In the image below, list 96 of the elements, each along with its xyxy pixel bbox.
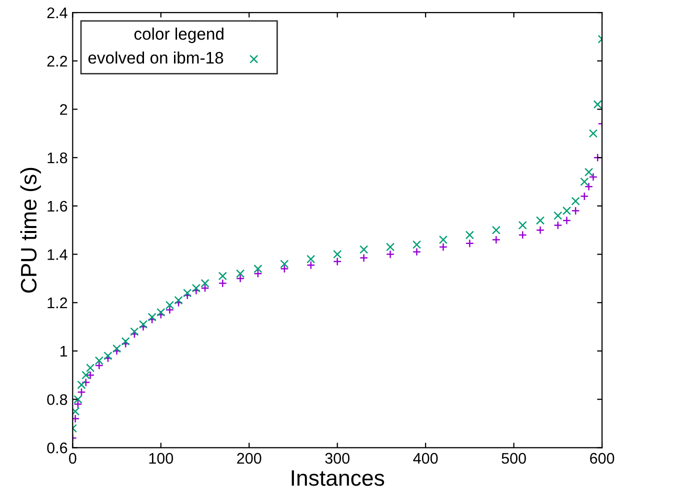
y-tick-label: 1.8	[48, 152, 68, 164]
point	[360, 245, 368, 254]
point	[386, 250, 395, 259]
point	[82, 370, 90, 380]
legend-title: color legend	[134, 28, 224, 44]
point	[562, 216, 572, 225]
x-tick-label: 0	[69, 452, 76, 464]
y-tick-label: 1.6	[48, 200, 68, 212]
x-tick-label: 200	[237, 452, 262, 464]
point	[554, 211, 562, 220]
point	[333, 257, 342, 266]
point	[492, 235, 500, 244]
point	[94, 361, 104, 370]
point	[200, 284, 210, 292]
point	[86, 370, 95, 380]
point	[580, 192, 589, 201]
point	[121, 339, 130, 348]
point	[86, 364, 95, 372]
y-tick-label: 1	[60, 346, 68, 357]
point	[77, 388, 86, 396]
point	[580, 177, 589, 186]
point	[82, 378, 90, 387]
point	[571, 196, 580, 206]
point	[562, 206, 572, 216]
y-tick-label: 1.4	[48, 249, 68, 260]
point	[536, 226, 545, 234]
point	[138, 320, 148, 329]
point	[74, 400, 82, 408]
point	[306, 254, 316, 264]
point	[465, 230, 474, 240]
x-axis-title: Instances	[292, 470, 384, 486]
point	[183, 291, 192, 300]
point	[518, 230, 527, 240]
y-tick-label: 2	[60, 104, 68, 115]
point	[412, 248, 422, 256]
point	[492, 226, 500, 234]
y-tick-label: 0.8	[47, 394, 68, 406]
point	[306, 260, 316, 270]
y-tick-label: 2.4	[47, 7, 68, 18]
point	[536, 216, 545, 225]
y-tick-label: 1.2	[48, 298, 68, 308]
point	[412, 240, 422, 249]
point	[333, 250, 342, 259]
x-tick-label: 300	[325, 452, 350, 464]
point	[112, 346, 122, 356]
point	[72, 407, 80, 416]
point	[554, 220, 562, 230]
y-axis-title: CPU time (s)	[20, 168, 41, 293]
point	[148, 315, 156, 324]
point	[165, 300, 174, 310]
point	[112, 344, 122, 353]
point	[280, 260, 289, 268]
point	[593, 100, 602, 109]
point	[280, 264, 289, 274]
point	[74, 395, 82, 404]
point	[72, 414, 80, 423]
point	[165, 306, 174, 314]
point	[386, 242, 395, 252]
point	[200, 279, 210, 288]
x-tick-label: 500	[502, 452, 526, 464]
point	[571, 206, 580, 216]
point	[236, 274, 245, 283]
point	[518, 220, 527, 230]
point	[218, 279, 227, 288]
point	[121, 337, 130, 346]
point	[254, 264, 262, 274]
point	[584, 182, 594, 191]
point	[438, 242, 448, 252]
point	[130, 327, 139, 336]
point	[174, 296, 183, 305]
point	[588, 172, 598, 182]
point	[236, 269, 245, 278]
y-tick-label: 2.2	[47, 56, 68, 66]
x-tick-label: 400	[413, 452, 438, 464]
point	[156, 310, 166, 320]
x-tick-label: 600	[590, 452, 614, 464]
point	[584, 168, 594, 176]
point	[138, 322, 148, 332]
point	[130, 330, 139, 338]
legend-label: evolved on ibm-18	[88, 51, 224, 64]
point	[77, 380, 86, 390]
point	[360, 254, 368, 262]
x-tick-label: 100	[149, 452, 174, 464]
y-tick-label: 0.6	[47, 442, 68, 454]
point	[254, 269, 262, 278]
point	[183, 288, 192, 298]
point	[192, 284, 200, 292]
point	[438, 235, 448, 244]
point	[148, 312, 156, 322]
point	[465, 239, 474, 248]
point	[156, 308, 166, 317]
point	[192, 286, 200, 295]
point	[218, 272, 227, 280]
point	[104, 352, 112, 360]
point	[588, 129, 598, 138]
point	[94, 356, 104, 365]
